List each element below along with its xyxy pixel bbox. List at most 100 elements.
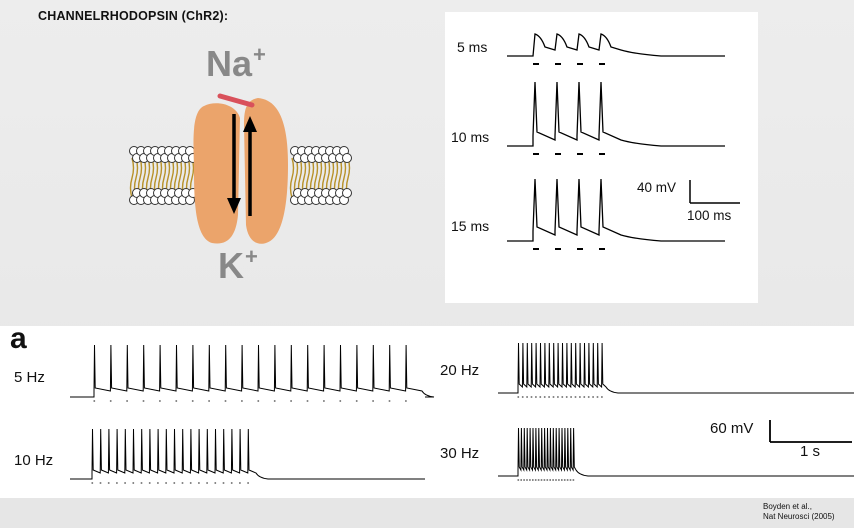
- light-pulse-marker: [181, 482, 184, 484]
- potassium-arrow-head: [243, 116, 257, 132]
- light-pulse-marker: [561, 479, 563, 481]
- light-pulse-marker: [557, 396, 559, 398]
- light-pulse-marker: [583, 396, 586, 398]
- light-pulse-marker: [517, 396, 520, 398]
- light-pulse-marker: [572, 479, 575, 481]
- light-pulse-marker: [574, 396, 577, 398]
- light-pulse-markers: [517, 479, 575, 481]
- light-pulse-marker: [157, 482, 159, 484]
- light-pulse-marker: [552, 479, 554, 481]
- panel-label: a: [10, 322, 27, 355]
- light-pulse-marker: [540, 479, 543, 481]
- light-pulse-marker: [214, 482, 217, 484]
- light-pulse-marker: [241, 400, 243, 402]
- trace-label-10ms: 10 ms: [451, 129, 490, 145]
- light-pulse-marker: [570, 396, 572, 398]
- light-pulse-marker: [517, 479, 520, 481]
- light-pulse-marker: [116, 482, 118, 484]
- light-pulse-marker: [224, 400, 227, 402]
- light-pulse-marker: [569, 479, 572, 481]
- light-pulse-marker: [566, 479, 569, 481]
- light-pulse-marker: [93, 400, 96, 402]
- light-pulse-marker: [372, 400, 374, 402]
- light-pulse-marker: [339, 400, 342, 402]
- trace-label-20hz: 20 Hz: [440, 362, 480, 379]
- light-pulse-marker: [273, 400, 276, 402]
- light-pulse-marker: [159, 400, 161, 402]
- light-pulse-marker: [539, 396, 542, 398]
- light-pulse-marker: [587, 396, 590, 398]
- channel-gate: [217, 93, 255, 108]
- light-pulse-marker: [561, 396, 564, 398]
- frequency-figure: 5 Hz 10 Hz 20 Hz 30 Hz 60 mV 1 s: [0, 326, 854, 498]
- light-pulse-marker: [530, 396, 533, 398]
- light-pulse-markers: [93, 400, 407, 402]
- light-pulse-marker: [521, 396, 524, 398]
- light-pulse-marker: [142, 400, 145, 402]
- light-pulse-marker: [552, 396, 555, 398]
- light-pulse-marker: [555, 479, 557, 481]
- light-pulse-marker: [526, 396, 528, 398]
- light-pulse-marker: [165, 482, 167, 484]
- light-pulse-marker: [543, 396, 546, 398]
- trace-label-5ms: 5 ms: [457, 39, 488, 55]
- light-pulse-marker: [290, 400, 292, 402]
- light-pulse-marker: [405, 400, 407, 402]
- trace-label-10hz: 10 Hz: [14, 452, 54, 469]
- light-pulse-marker: [565, 396, 568, 398]
- light-pulse-markers: [91, 482, 249, 484]
- light-pulse-marker: [529, 479, 531, 481]
- light-pulse-marker: [535, 396, 537, 398]
- light-pulse-marker: [239, 482, 241, 484]
- light-pulse-markers: [517, 396, 603, 398]
- citation: Boyden et al., Nat Neurosci (2005): [763, 502, 835, 522]
- light-pulse-marker: [198, 482, 200, 484]
- sodium-arrow-head: [227, 198, 241, 214]
- channel-right-half: [244, 98, 288, 244]
- light-pulse-marker: [601, 396, 603, 398]
- light-pulse-marker: [323, 400, 325, 402]
- light-pulse-marker: [230, 482, 233, 484]
- light-pulse-marker: [388, 400, 391, 402]
- light-pulse-marker: [534, 479, 537, 481]
- lipid-tail: [289, 157, 295, 199]
- light-pulse-marker: [132, 482, 135, 484]
- trace-10ms: [507, 81, 725, 147]
- light-pulse-marker: [548, 396, 550, 398]
- light-pulse-marker: [543, 479, 546, 481]
- light-pulse-marker: [148, 482, 151, 484]
- trace-30hz: [498, 427, 854, 477]
- light-pulse-marker: [526, 479, 528, 481]
- lipid-head: [342, 153, 352, 163]
- light-pulse-marker: [257, 400, 260, 402]
- lipid-tail: [129, 157, 135, 199]
- light-pulse-marker: [173, 482, 176, 484]
- light-pulse-marker: [596, 396, 599, 398]
- light-pulse-marker: [191, 400, 194, 402]
- citation-journal: Nat Neurosci (2005): [763, 512, 835, 521]
- light-pulse-marker: [140, 482, 143, 484]
- light-pulse-marker: [206, 482, 208, 484]
- scale-bar-voltage-label: 40 mV: [637, 180, 677, 195]
- light-pulse-marker: [247, 482, 249, 484]
- trace-10hz: [70, 428, 425, 480]
- sodium-ion-label: Na+: [206, 42, 266, 84]
- lipid-heads: [129, 146, 352, 205]
- scale-bar-time-label: 1 s: [800, 443, 821, 460]
- light-pulse-marker: [549, 479, 551, 481]
- citation-authors: Boyden et al.,: [763, 502, 812, 511]
- trace-label-30hz: 30 Hz: [440, 445, 480, 462]
- scale-bar-voltage-label: 60 mV: [710, 420, 754, 437]
- light-pulse-marker: [109, 400, 112, 402]
- lipid-head: [342, 188, 352, 198]
- trace-label-5hz: 5 Hz: [14, 369, 45, 386]
- light-pulse-marker: [124, 482, 126, 484]
- light-pulse-marker: [107, 482, 110, 484]
- light-pulse-marker: [126, 400, 128, 402]
- light-pulse-marker: [222, 482, 225, 484]
- trace-5hz: [70, 344, 435, 398]
- channel-left-half: [193, 103, 240, 244]
- light-pulse-marker: [99, 482, 102, 484]
- trace-15ms: [507, 178, 725, 242]
